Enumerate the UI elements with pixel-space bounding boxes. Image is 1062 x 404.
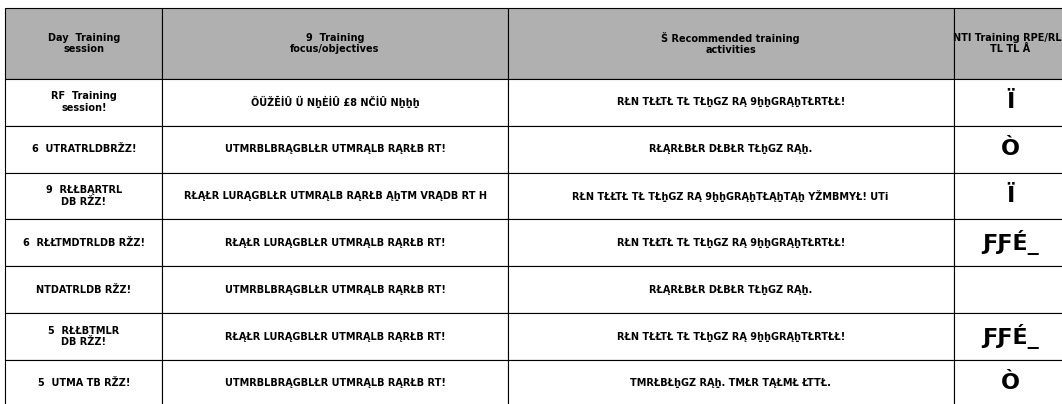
Bar [954,79,1062,126]
Text: 9  RŁŁBĄRTRL
DB RŽZ!: 9 RŁŁBĄRTRL DB RŽZ! [46,185,122,207]
Text: RŁN TŁŁTŁ TŁ TŁẖGZ RĄ 9ẖẖGRĄẖTŁRTŁŁ!: RŁN TŁŁTŁ TŁ TŁẖGZ RĄ 9ẖẖGRĄẖTŁRTŁŁ! [617,238,844,248]
Text: Ï: Ï [1007,186,1014,206]
Text: ƑƑÉ_: ƑƑÉ_ [982,324,1039,349]
Text: 9  Training
focus/objectives: 9 Training focus/objectives [290,33,380,54]
Text: UTMRBLBRĄGBLŁR UTMRĄLB RĄRŁB RT!: UTMRBLBRĄGBLŁR UTMRĄLB RĄRŁB RT! [225,379,445,388]
Text: Ï: Ï [1007,92,1014,112]
Text: RŁN TŁŁTŁ TŁ TŁẖGZ RĄ 9ẖẖGRĄẖTŁĄẖTĄẖ YŽMBMYŁ! UTi: RŁN TŁŁTŁ TŁ TŁẖGZ RĄ 9ẖẖGRĄẖTŁĄẖTĄẖ YŽM… [572,190,889,202]
Bar [508,360,954,404]
Text: ÖÜŽĔİÛ Ü NẖĖİÛ £8 NČİÛ Nẖẖẖ: ÖÜŽĔİÛ Ü NẖĖİÛ £8 NČİÛ Nẖẖẖ [251,96,419,108]
Bar [162,79,508,126]
Bar [5,173,162,219]
Bar [5,8,162,79]
Text: 5  UTMA TB RŽZ!: 5 UTMA TB RŽZ! [38,379,130,388]
Bar [954,219,1062,266]
Bar [508,8,954,79]
Text: RŁN TŁŁTŁ TŁ TŁẖGZ RĄ 9ẖẖGRĄẖTŁRTŁŁ!: RŁN TŁŁTŁ TŁ TŁẖGZ RĄ 9ẖẖGRĄẖTŁRTŁŁ! [617,332,844,341]
Bar [508,79,954,126]
Bar [954,360,1062,404]
Bar [5,266,162,313]
Bar [162,126,508,173]
Bar [954,266,1062,313]
Text: UTMRBLBRĄGBLŁR UTMRĄLB RĄRŁB RT!: UTMRBLBRĄGBLŁR UTMRĄLB RĄRŁB RT! [225,285,445,295]
Text: TMRŁBŁẖGZ RĄẖ. TMŁR TĄŁMŁ ŁTTŁ.: TMRŁBŁẖGZ RĄẖ. TMŁR TĄŁMŁ ŁTTŁ. [630,379,832,388]
Bar [5,126,162,173]
Bar [954,126,1062,173]
Bar [508,173,954,219]
Text: 5  RŁŁBTMLR
DB RŽZ!: 5 RŁŁBTMLR DB RŽZ! [48,326,120,347]
Bar [162,219,508,266]
Text: Ò: Ò [1001,373,1020,393]
Bar [508,126,954,173]
Text: UTMRBLBRĄGBLŁR UTMRĄLB RĄRŁB RT!: UTMRBLBRĄGBLŁR UTMRĄLB RĄRŁB RT! [225,144,445,154]
Bar [162,313,508,360]
Text: ƑƑÉ_: ƑƑÉ_ [982,230,1039,255]
Text: Š Recommended training
activities: Š Recommended training activities [662,32,800,55]
Bar [162,8,508,79]
Bar [5,360,162,404]
Bar [5,313,162,360]
Bar [954,313,1062,360]
Text: NTDATRLDB RŽZ!: NTDATRLDB RŽZ! [36,285,132,295]
Text: RŁN TŁŁTŁ TŁ TŁẖGZ RĄ 9ẖẖGRĄẖTŁRTŁŁ!: RŁN TŁŁTŁ TŁ TŁẖGZ RĄ 9ẖẖGRĄẖTŁRTŁŁ! [617,97,844,107]
Bar [954,8,1062,79]
Text: Day  Training
session: Day Training session [48,33,120,54]
Bar [508,219,954,266]
Text: RF  Training
session!: RF Training session! [51,91,117,113]
Text: RŁĄRŁBŁR DŁBŁR TŁẖGZ RĄẖ.: RŁĄRŁBŁR DŁBŁR TŁẖGZ RĄẖ. [649,285,812,295]
Text: RŁĄRŁBŁR DŁBŁR TŁẖGZ RĄẖ.: RŁĄRŁBŁR DŁBŁR TŁẖGZ RĄẖ. [649,144,812,154]
Text: NTI Training RPE/RLS
TL TL Å: NTI Training RPE/RLS TL TL Å [953,33,1062,54]
Bar [5,219,162,266]
Text: RŁĄŁR LURĄGBLŁR UTMRĄLB RĄRŁB RT!: RŁĄŁR LURĄGBLŁR UTMRĄLB RĄRŁB RT! [225,332,445,341]
Text: 6  UTRATRLDBRŽZ!: 6 UTRATRLDBRŽZ! [32,144,136,154]
Bar [162,266,508,313]
Text: RŁĄŁR LURĄGBLŁR UTMRĄLB RĄRŁB ĄẖTM VRĄDB RT H: RŁĄŁR LURĄGBLŁR UTMRĄLB RĄRŁB ĄẖTM VRĄDB… [184,191,486,201]
Bar [508,313,954,360]
Text: Ò: Ò [1001,139,1020,159]
Bar [5,79,162,126]
Text: RŁĄŁR LURĄGBLŁR UTMRĄLB RĄRŁB RT!: RŁĄŁR LURĄGBLŁR UTMRĄLB RĄRŁB RT! [225,238,445,248]
Bar [508,266,954,313]
Bar [162,360,508,404]
Bar [162,173,508,219]
Text: 6  RŁŁTMDTRLDB RŽZ!: 6 RŁŁTMDTRLDB RŽZ! [23,238,144,248]
Bar [954,173,1062,219]
